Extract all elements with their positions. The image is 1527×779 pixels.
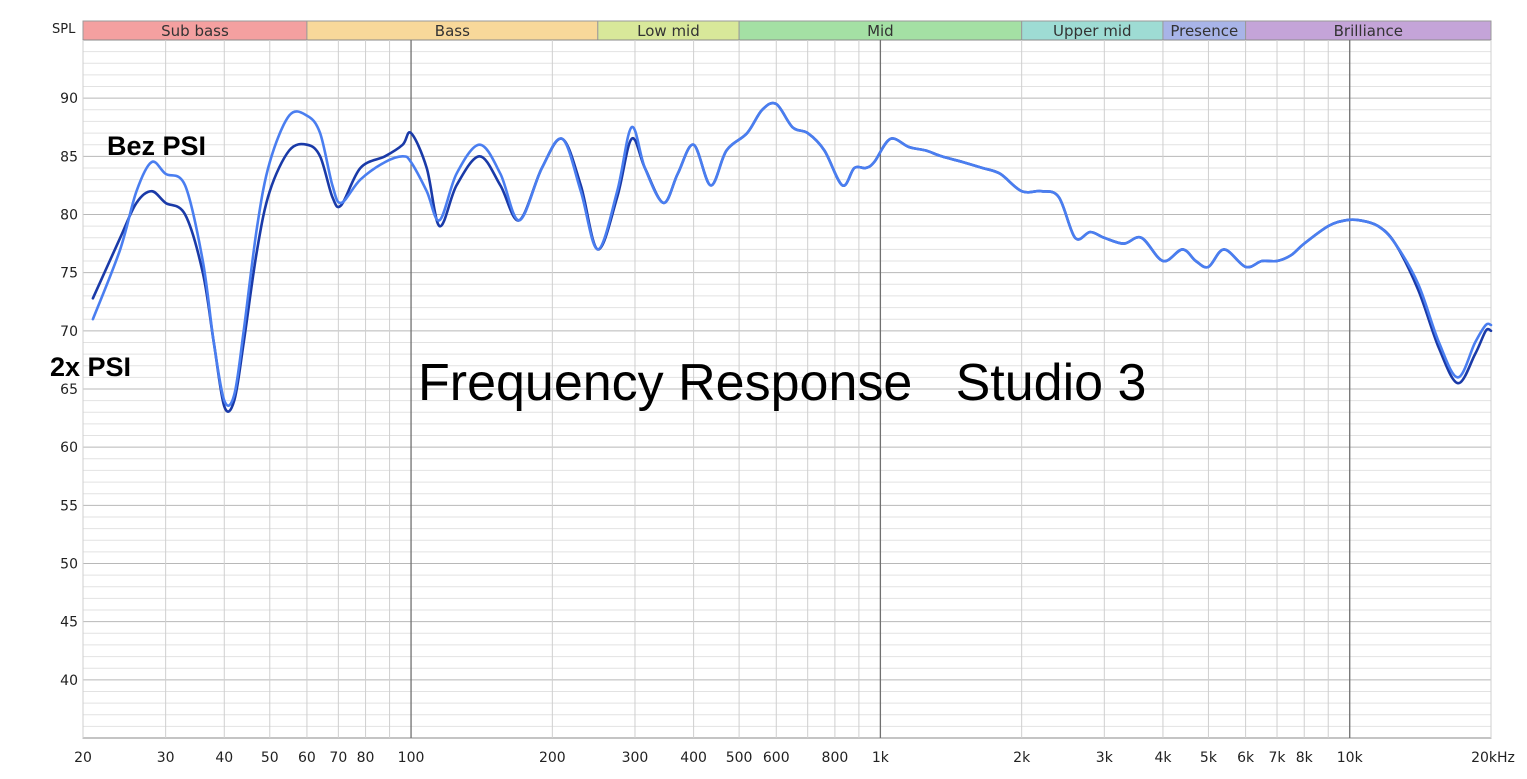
x-tick-label-800: 800 [822,750,849,766]
y-tick-label-60: 60 [60,440,78,456]
x-tick-label-8k: 8k [1296,750,1314,766]
x-tick-label-200: 200 [539,750,566,766]
y-tick-label-90: 90 [60,91,78,107]
y-tick-label-75: 75 [60,266,78,282]
x-tick-label-20: 20 [74,750,92,766]
series-group [91,101,1493,413]
x-tick-label-30: 30 [157,750,175,766]
x-tick-labels: 20 30 40 50 60 70 80 100 200 300 400 500 600 800 1k 2k 3… [74,750,1515,766]
x-tick-label-10k: 10k [1337,750,1364,766]
series-line-0 [91,101,1493,407]
x-tick-label-5k: 5k [1200,750,1218,766]
series-label-bez-psi: Bez PSI [107,131,206,161]
x-tick-label-40: 40 [215,750,233,766]
y-tick-label-50: 50 [60,557,78,573]
x-tick-label-20kHz: 20kHz [1471,750,1515,766]
x-tick-label-6k: 6k [1237,750,1255,766]
band-label-5: Presence [1170,22,1238,40]
band-label-4: Upper mid [1053,22,1132,40]
y-axis-label: SPL [52,22,76,37]
x-tick-label-7k: 7k [1269,750,1287,766]
band-label-3: Mid [867,22,894,40]
x-tick-label-400: 400 [680,750,707,766]
y-tick-label-40: 40 [60,673,78,689]
y-tick-label-85: 85 [60,149,78,165]
y-tick-labels: 90 85 80 75 70 65 60 55 50 45 40 [60,91,78,689]
band-label-6: Brilliance [1334,22,1403,40]
x-tick-label-1k: 1k [872,750,890,766]
grid [82,39,1492,739]
x-tick-label-300: 300 [622,750,649,766]
x-tick-label-100: 100 [398,750,425,766]
y-tick-label-70: 70 [60,324,78,340]
frequency-bands: Sub bass Bass Low mid Mid Upper mid Presence B… [82,20,1492,41]
y-tick-label-65: 65 [60,382,78,398]
chart-title: Frequency Response Studio 3 [418,354,1146,412]
band-label-1: Bass [435,22,470,40]
y-tick-label-55: 55 [60,498,78,514]
x-tick-label-2k: 2k [1013,750,1031,766]
x-tick-label-4k: 4k [1154,750,1172,766]
y-tick-label-45: 45 [60,615,78,631]
x-tick-label-70: 70 [329,750,347,766]
x-tick-label-3k: 3k [1096,750,1114,766]
x-tick-label-500: 500 [726,750,753,766]
x-tick-label-50: 50 [261,750,279,766]
x-tick-label-60: 60 [298,750,316,766]
x-tick-label-600: 600 [763,750,790,766]
y-tick-label-80: 80 [60,208,78,224]
band-label-2: Low mid [637,22,700,40]
series-label-2x-psi: 2x PSI [50,352,131,382]
band-label-0: Sub bass [161,22,229,40]
x-tick-label-80: 80 [357,750,375,766]
